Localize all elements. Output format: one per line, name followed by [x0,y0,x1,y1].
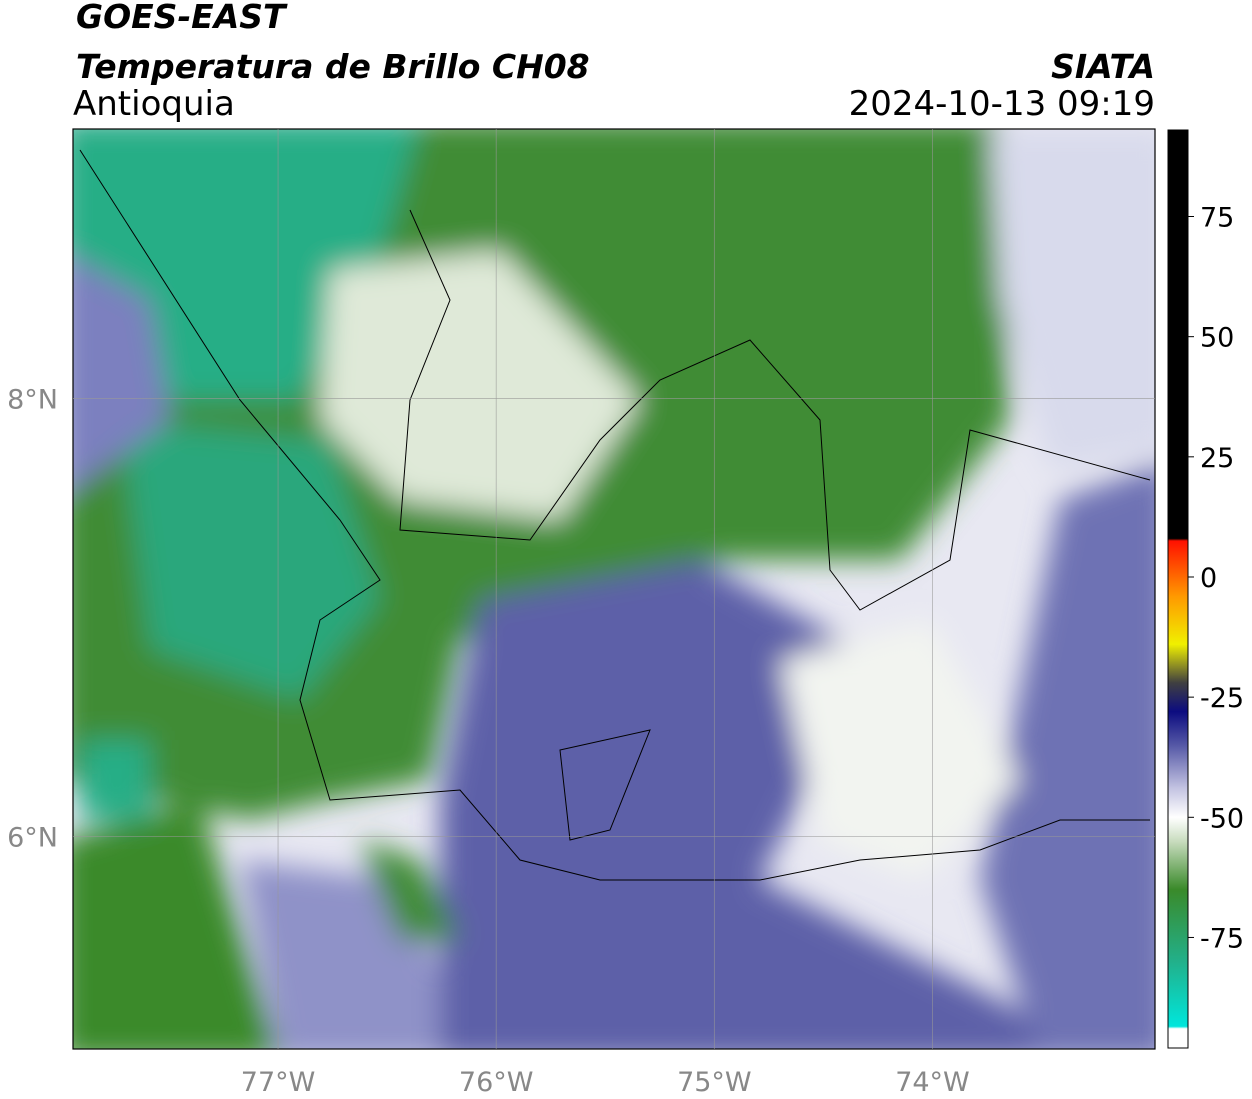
map-frame [72,128,1156,1050]
region: Antioquia [73,84,235,124]
colorbar-tick-label: 0 [1200,563,1217,594]
y-tick-label: 8°N [7,384,58,415]
title: GOES-EAST [76,0,288,36]
colorbar-tick-label: -75 [1200,923,1244,954]
colorbar-tick-label: -25 [1200,683,1244,714]
y-tick-label: 6°N [7,823,58,854]
subtitle: Temperatura de Brillo CH08 [76,47,590,86]
colorbar-tick-label: 50 [1200,323,1234,354]
colorbar-tick-label: 25 [1200,443,1234,474]
x-tick-label: 77°W [241,1067,316,1098]
datetime: 2024-10-13 09:19 [849,84,1155,124]
x-tick-label: 74°W [895,1067,970,1098]
source: SIATA [1051,47,1155,86]
colorbar-tick-label: -50 [1200,803,1244,834]
colorbar [1167,129,1189,1049]
colorbar-tick-label: 75 [1200,203,1234,234]
x-tick-label: 75°W [677,1067,752,1098]
x-tick-label: 76°W [459,1067,534,1098]
imagery [73,129,1155,1049]
